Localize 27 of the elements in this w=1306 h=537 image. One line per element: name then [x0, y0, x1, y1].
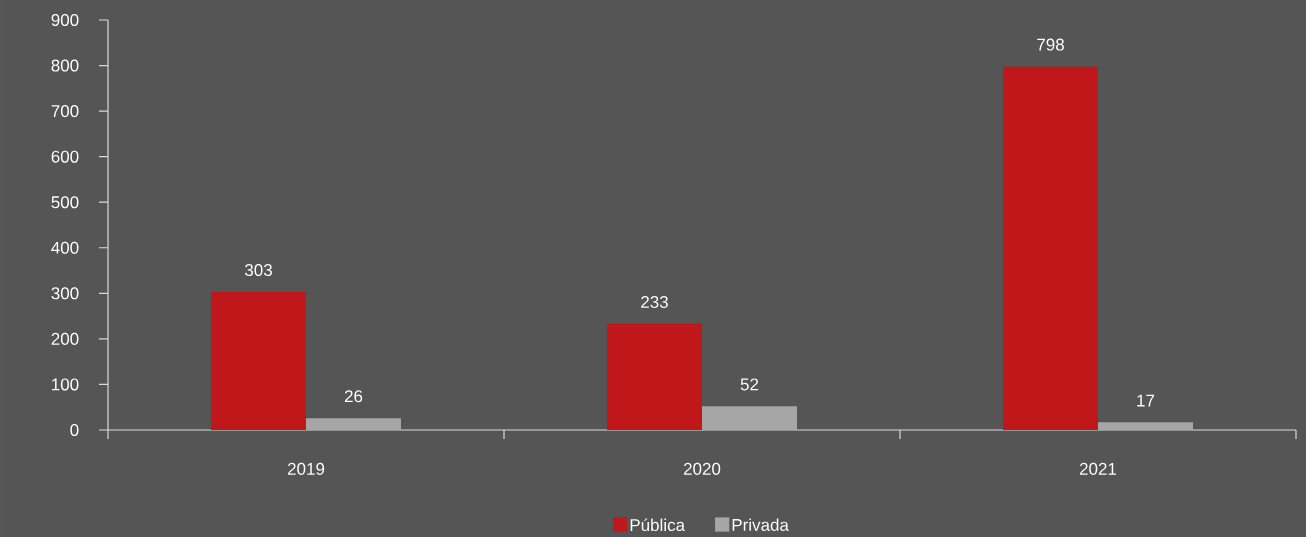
- legend-label: Pública: [630, 518, 686, 531]
- x-tick-label: 2021: [1079, 462, 1117, 475]
- y-tick-label: 100: [52, 378, 79, 391]
- bar: [1002, 66, 1098, 430]
- bar: [607, 323, 702, 430]
- y-tick-label: 600: [51, 150, 79, 163]
- data-label: 26: [344, 390, 363, 403]
- x-tick-label: 2019: [287, 462, 325, 475]
- y-tick-label: 300: [51, 287, 79, 300]
- data-label: 52: [740, 378, 759, 391]
- data-label: 233: [641, 295, 668, 308]
- legend-label: Privada: [732, 518, 789, 531]
- y-tick-label: 800: [51, 59, 79, 72]
- y-tick-label: 700: [51, 104, 79, 117]
- data-label: 17: [1137, 394, 1155, 407]
- y-tick-label: 500: [51, 195, 79, 209]
- y-tick-label: 400: [51, 241, 79, 254]
- bar: [306, 417, 402, 430]
- bar: [211, 291, 307, 430]
- bar: [702, 406, 797, 430]
- data-label: 303: [244, 263, 272, 276]
- x-tick-label: 2020: [683, 462, 721, 475]
- y-tick-label: 900: [51, 13, 79, 26]
- data-label: 798: [1037, 38, 1064, 51]
- y-tick-label: 0: [70, 423, 79, 436]
- y-tick-label: 200: [51, 332, 79, 345]
- bar: [1097, 422, 1193, 430]
